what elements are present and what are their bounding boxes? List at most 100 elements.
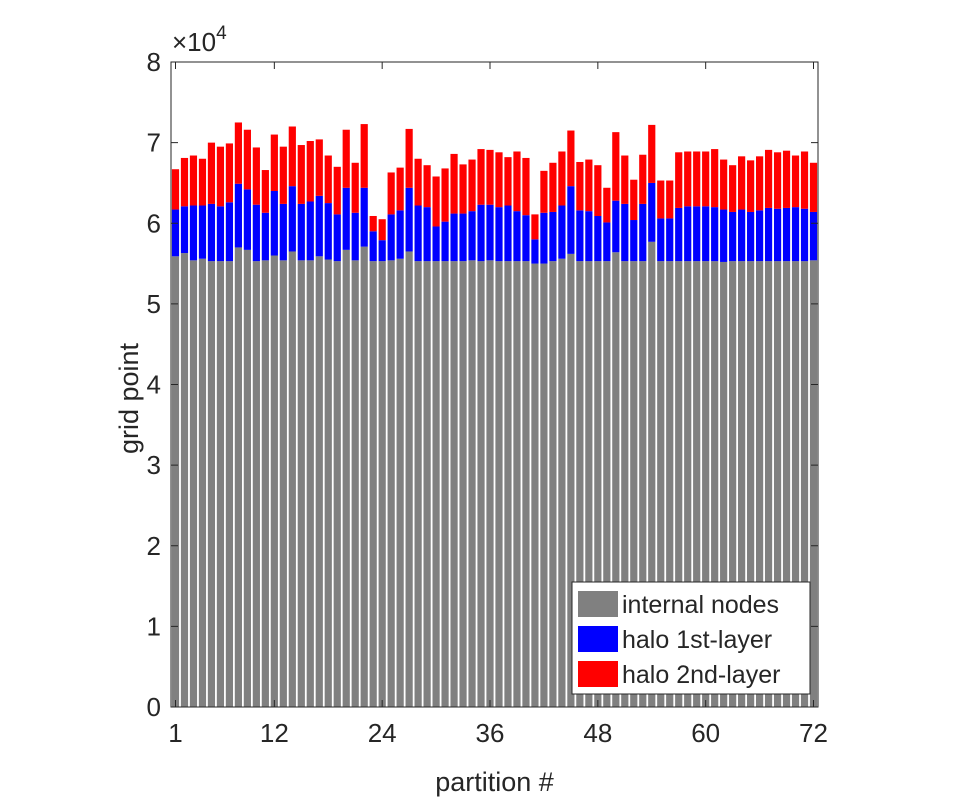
bar-segment-1-partition-33 [459,261,467,707]
y-tick-label: 3 [147,450,161,480]
bar-segment-2-partition-34 [468,211,476,261]
bar-segment-3-partition-2 [180,157,189,207]
bar-segment-1-partition-50 [612,252,620,707]
bar-segment-3-partition-11 [261,170,269,213]
bar-segment-2-partition-5 [207,203,216,262]
bar-segment-1-partition-71 [800,261,809,707]
bar-segment-3-partition-17 [315,139,323,196]
bar-segment-2-partition-47 [585,211,593,262]
bar-segment-2-partition-37 [495,207,503,262]
bar-segment-3-partition-26 [396,167,404,211]
bar-segment-3-partition-16 [306,141,314,202]
bar-segment-1-partition-27 [405,251,413,707]
bar-segment-2-partition-60 [702,206,710,262]
bar-segment-3-partition-35 [477,149,485,205]
bar-segment-1-partition-60 [702,261,710,707]
bar-segment-2-partition-33 [459,213,467,262]
bar-segment-2-partition-2 [180,206,189,254]
bar-segment-1-partition-2 [180,253,189,707]
bar-segment-1-partition-69 [782,261,791,707]
bar-segment-1-partition-51 [621,261,629,707]
bar-segment-2-partition-58 [684,206,692,262]
bar-segment-3-partition-54 [648,124,656,183]
bar-segment-2-partition-35 [477,204,485,262]
y-exponent-power: 4 [216,23,227,44]
bar-segment-1-partition-17 [315,256,323,707]
bar-segment-1-partition-44 [558,258,566,707]
bar-segment-3-partition-32 [450,153,458,214]
bar-segment-1-partition-36 [486,260,494,707]
bar-segment-1-partition-19 [333,261,341,707]
bar-segment-1-partition-25 [387,260,395,707]
bar-segment-3-partition-22 [360,124,368,188]
bar-segment-3-partition-69 [782,150,791,208]
bar-segment-3-partition-52 [630,179,638,221]
bar-segment-2-partition-4 [198,205,207,259]
bar-segment-2-partition-71 [800,208,809,262]
bar-segment-1-partition-10 [252,261,260,707]
bar-segment-2-partition-13 [279,203,287,261]
bar-segment-3-partition-38 [504,157,512,206]
bar-segment-1-partition-42 [540,263,548,707]
bar-segment-2-partition-49 [603,222,611,262]
bar-segment-3-partition-10 [252,147,260,205]
bar-segment-3-partition-37 [495,152,503,208]
bar-segment-1-partition-29 [423,261,431,707]
bar-segment-3-partition-49 [603,187,611,223]
bar-segment-2-partition-25 [387,214,395,261]
bar-segment-3-partition-50 [612,132,620,201]
bar-segment-2-partition-11 [261,212,269,261]
bar-segment-2-partition-46 [576,210,584,262]
bar-segment-2-partition-52 [630,220,638,262]
bar-segment-1-partition-61 [711,261,719,707]
bar-segment-1-partition-22 [360,246,368,707]
legend-swatch-1 [578,591,618,617]
bar-segment-2-partition-56 [666,218,674,262]
bar-segment-3-partition-13 [279,146,287,204]
bar-segment-1-partition-63 [729,261,737,707]
bar-segment-1-partition-57 [675,261,683,707]
bar-segment-2-partition-72 [809,211,818,261]
bar-segment-2-partition-66 [756,210,764,262]
bar-segment-3-partition-59 [693,151,701,207]
bar-segment-2-partition-18 [324,203,332,260]
bar-segment-2-partition-31 [441,221,449,262]
bar-segment-1-partition-30 [432,261,440,707]
bar-segment-1-partition-32 [450,261,458,707]
bar-segment-2-partition-20 [342,187,350,250]
bar-segment-3-partition-8 [234,122,242,184]
bar-segment-3-partition-28 [414,158,422,206]
bar-segment-2-partition-43 [549,211,557,262]
bar-segment-2-partition-42 [540,212,548,264]
bar-segment-3-partition-21 [351,162,359,213]
bar-segment-1-partition-35 [477,261,485,707]
x-tick-label: 72 [799,718,828,748]
bar-segment-2-partition-22 [360,187,368,247]
bar-segment-3-partition-31 [441,168,449,222]
bar-segment-1-partition-39 [513,261,521,707]
bar-segment-2-partition-36 [486,204,494,261]
bar-segment-3-partition-40 [522,157,530,216]
x-tick-label: 48 [583,718,612,748]
bar-segment-1-partition-70 [791,261,800,707]
bar-segment-1-partition-18 [324,259,332,707]
bar-segment-3-partition-33 [459,164,467,214]
bar-segment-2-partition-1 [171,209,180,257]
bar-segment-1-partition-8 [234,247,242,707]
bar-segment-2-partition-70 [791,207,800,262]
bars-layer [171,122,818,708]
y-tick-label: 0 [147,692,161,722]
x-tick-label: 24 [368,718,397,748]
bar-segment-3-partition-68 [773,152,782,209]
bar-segment-3-partition-4 [198,158,207,206]
bar-segment-3-partition-27 [405,128,413,188]
bar-segment-2-partition-21 [351,212,359,261]
bar-segment-3-partition-1 [171,169,180,210]
bar-segment-1-partition-13 [279,260,287,707]
bar-segment-3-partition-30 [432,176,440,227]
bar-segment-2-partition-44 [558,205,566,259]
bar-segment-1-partition-46 [576,261,584,707]
bar-segment-1-partition-6 [216,261,225,707]
bar-segment-2-partition-30 [432,226,440,262]
